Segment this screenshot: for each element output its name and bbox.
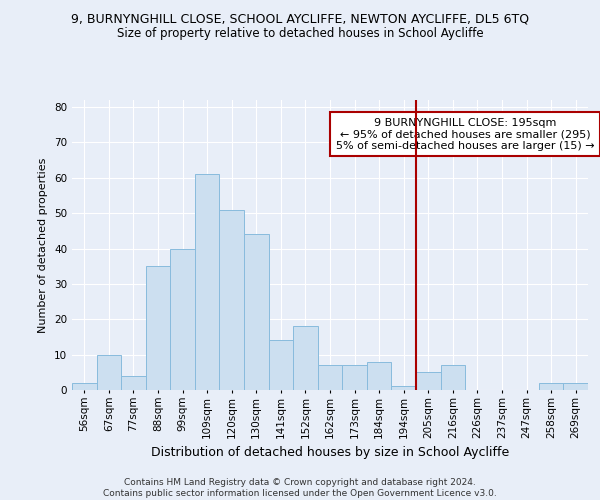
Bar: [121, 376, 146, 390]
Bar: [539, 383, 563, 390]
Y-axis label: Number of detached properties: Number of detached properties: [38, 158, 49, 332]
Bar: [563, 383, 588, 390]
Text: 9, BURNYNGHILL CLOSE, SCHOOL AYCLIFFE, NEWTON AYCLIFFE, DL5 6TQ: 9, BURNYNGHILL CLOSE, SCHOOL AYCLIFFE, N…: [71, 12, 529, 26]
Text: 9 BURNYNGHILL CLOSE: 195sqm
← 95% of detached houses are smaller (295)
5% of sem: 9 BURNYNGHILL CLOSE: 195sqm ← 95% of det…: [336, 118, 595, 151]
Bar: [72, 383, 97, 390]
Bar: [195, 174, 220, 390]
Bar: [416, 372, 440, 390]
Bar: [244, 234, 269, 390]
Text: Contains HM Land Registry data © Crown copyright and database right 2024.
Contai: Contains HM Land Registry data © Crown c…: [103, 478, 497, 498]
Bar: [220, 210, 244, 390]
Text: Size of property relative to detached houses in School Aycliffe: Size of property relative to detached ho…: [116, 28, 484, 40]
Bar: [342, 365, 367, 390]
Bar: [293, 326, 318, 390]
Bar: [170, 248, 195, 390]
Bar: [440, 365, 465, 390]
Bar: [269, 340, 293, 390]
Bar: [367, 362, 391, 390]
Bar: [391, 386, 416, 390]
Bar: [146, 266, 170, 390]
Bar: [97, 354, 121, 390]
X-axis label: Distribution of detached houses by size in School Aycliffe: Distribution of detached houses by size …: [151, 446, 509, 459]
Bar: [318, 365, 342, 390]
